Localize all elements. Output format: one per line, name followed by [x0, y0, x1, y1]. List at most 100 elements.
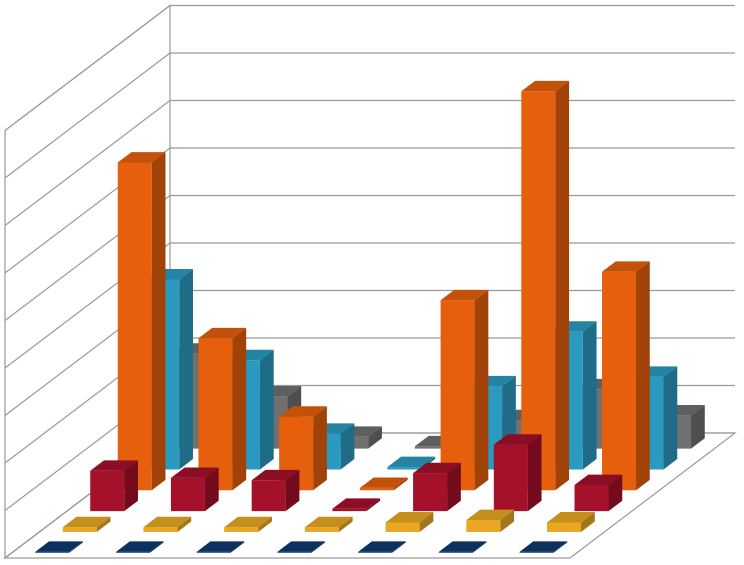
bar-top [90, 460, 138, 471]
bar-side [393, 477, 408, 491]
bar-side [338, 516, 353, 532]
bar-side [340, 423, 355, 470]
bar-front [440, 300, 475, 491]
bar [385, 512, 434, 532]
bar-front [332, 508, 367, 512]
bar-front [574, 485, 609, 512]
bar [332, 498, 381, 512]
bar [62, 516, 111, 532]
bar-front [62, 527, 97, 532]
bar [466, 509, 515, 532]
bar-front [224, 527, 259, 532]
bar-side [259, 349, 274, 470]
bar-side [179, 269, 193, 470]
gridline [4, 99, 735, 226]
bar [224, 516, 272, 532]
bar-side [474, 289, 489, 491]
bar-front [196, 551, 231, 553]
bar-side [500, 509, 515, 532]
bar-top [387, 456, 436, 468]
bar-top [413, 462, 461, 474]
bar-side [69, 541, 83, 553]
bar-front [90, 470, 125, 512]
bar-top [224, 516, 272, 528]
bar-side [285, 469, 300, 512]
bar-top [602, 261, 650, 272]
bar [493, 434, 542, 512]
bar [251, 469, 300, 512]
gridline [4, 52, 735, 179]
bar-front [117, 162, 152, 491]
bar-side [663, 366, 678, 470]
bar [358, 541, 406, 553]
bar [279, 406, 327, 491]
bar-top [251, 469, 300, 481]
bar-top [358, 541, 406, 552]
bar-front [519, 551, 554, 553]
bar-side [691, 404, 705, 449]
bar [304, 516, 353, 532]
bar-side [232, 327, 247, 491]
bar-side [368, 426, 382, 449]
gridline [4, 147, 735, 274]
bar-top [198, 327, 247, 339]
bar-front [414, 446, 449, 449]
bar [198, 327, 247, 491]
bar-side [177, 516, 192, 532]
chart-bars [35, 80, 705, 553]
bar [574, 474, 623, 512]
bar [170, 467, 219, 512]
bar-side [527, 434, 542, 512]
bar-top [35, 541, 83, 552]
bar-front [466, 520, 501, 532]
bar-top [521, 80, 570, 92]
bar [90, 460, 138, 512]
bar-front [602, 271, 637, 491]
bar-side [555, 80, 570, 491]
bar-front [251, 480, 286, 512]
bar-front [547, 522, 582, 532]
bar [521, 80, 570, 491]
bar [196, 541, 245, 553]
bar-front [359, 487, 394, 491]
bar-front [198, 338, 233, 491]
bar-top [277, 541, 326, 552]
bar [440, 289, 489, 491]
bar [547, 512, 595, 532]
bar-top [304, 516, 353, 528]
bar-front [493, 444, 528, 512]
bar [117, 152, 166, 491]
bar-side [419, 512, 434, 532]
bar [413, 462, 461, 512]
bar-top [117, 152, 166, 163]
bar-side [151, 152, 166, 491]
bar-side [204, 467, 219, 512]
bar-side [447, 462, 461, 512]
bar-top [466, 509, 515, 521]
bar-top [62, 516, 111, 528]
bar [359, 477, 408, 491]
bar-side [96, 516, 111, 532]
bar-side [472, 541, 487, 553]
bar-front [304, 527, 339, 532]
bar [115, 541, 164, 553]
bar-front [170, 477, 205, 512]
bar-top [170, 467, 219, 478]
bar-side [582, 321, 597, 470]
bar [519, 541, 568, 553]
bar-top [574, 474, 623, 485]
bar-top [440, 289, 489, 301]
gridline [4, 4, 735, 131]
bar-side [258, 516, 272, 532]
bar-side [553, 541, 568, 553]
bar [438, 541, 487, 553]
bar-top [493, 434, 542, 445]
bar-front [115, 551, 150, 553]
bar-front [413, 473, 448, 512]
bar-front [277, 551, 312, 553]
bar-side [392, 541, 406, 553]
bar-front [143, 527, 178, 532]
bar-front [521, 91, 556, 491]
bar [35, 541, 83, 553]
